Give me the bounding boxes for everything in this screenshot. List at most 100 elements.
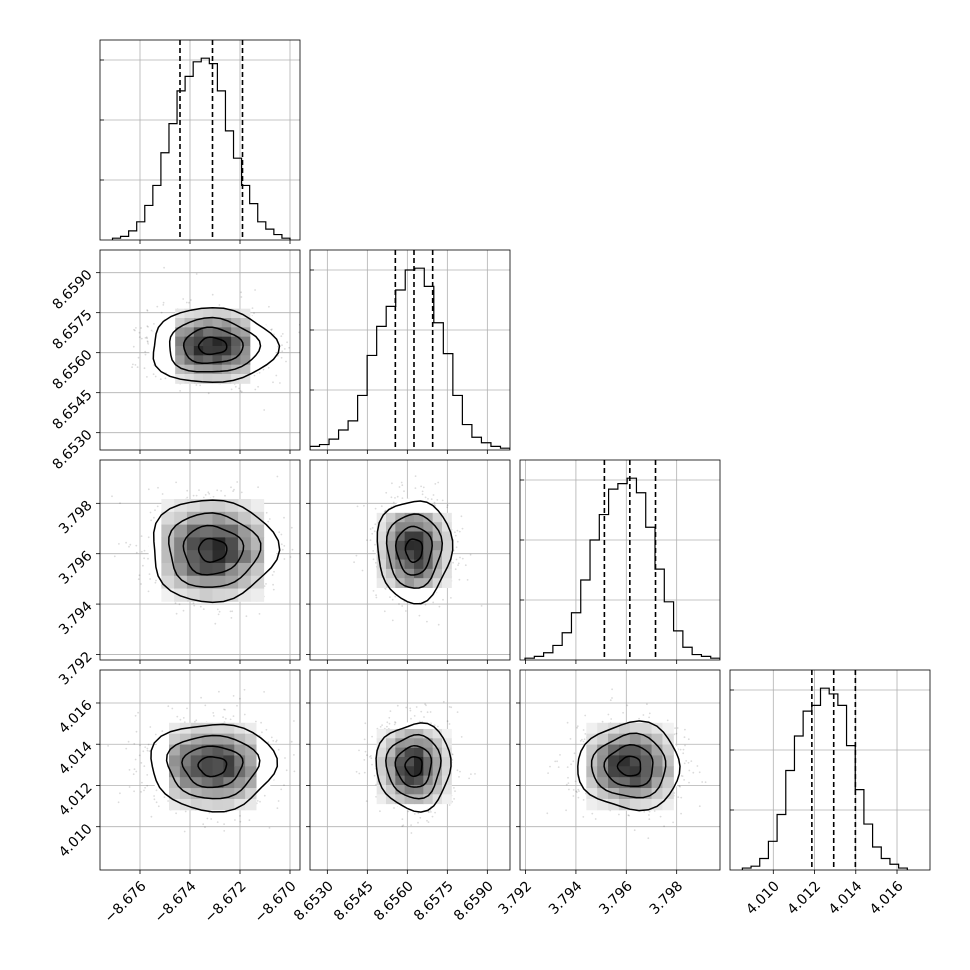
scatter-point [425,704,427,707]
scatter-point [185,301,188,304]
scatter-point [240,291,243,294]
histogram-step [524,477,720,660]
scatter-point [202,823,205,826]
scatter-point [161,493,164,495]
scatter-point [200,696,203,699]
density-cell [190,766,203,778]
density-cell [245,733,257,746]
scatter-point [231,610,234,613]
scatter-point [281,344,283,347]
density-cell [201,733,213,746]
scatter-point [268,827,271,829]
scatter-point [455,546,458,549]
scatter-point [293,770,296,773]
panel-content [310,460,510,660]
scatter-point [413,715,416,717]
scatter-point [236,481,239,483]
density-cell [432,578,443,589]
scatter-point [268,518,271,520]
scatter-point [280,356,283,359]
density-cell [414,559,424,570]
density-cell [223,798,235,811]
y-tick-label: 4.012 [56,780,96,820]
density-cell [212,766,224,778]
scatter-point [389,596,391,598]
scatter-point [162,304,165,306]
scatter-point [202,496,205,499]
density-cell [212,346,223,356]
density-cell [225,537,239,551]
density-cell [395,728,406,739]
scatter-point [301,547,303,549]
scatter-point [380,505,383,508]
scatter-point [281,333,284,335]
scatter-point [140,327,143,329]
scatter-point [418,720,421,723]
scatter-point [218,690,220,693]
density-cell [245,722,257,735]
scatter-point [434,483,437,485]
contour-level-0 [150,723,279,813]
density-cell [234,766,246,778]
scatter-point [256,800,259,802]
density-cell [234,722,246,735]
scatter-point [396,495,399,498]
density-cell [395,522,406,533]
density-cell [190,733,203,746]
scatter-point [223,830,226,832]
scatter-point [441,499,444,502]
scatter-point [155,789,158,792]
scatter-point [421,490,424,493]
scatter-point [401,818,404,821]
panel-frame [99,249,301,451]
scatter-point [195,384,198,386]
scatter-point [253,312,255,315]
density-cell [193,374,204,384]
density-cell [234,788,246,800]
scatter-point [392,501,395,504]
density-cell [386,531,396,542]
scatter-point [424,603,427,606]
panel-0-0 [99,39,301,244]
scatter-point [157,805,160,808]
scatter-point [461,527,464,530]
density-cell [174,562,188,577]
scatter-point [141,781,143,784]
scatter-point [388,722,391,725]
contour-level-2 [182,524,245,576]
density-cell [203,318,213,328]
scatter-point [240,390,243,393]
scatter-point [389,710,392,712]
scatter-point [150,519,153,522]
density-cell [395,775,406,786]
scatter-point [147,590,150,593]
scatter-point [280,543,283,546]
scatter-point [431,815,434,818]
density-cell [221,318,232,328]
scatter-point [424,496,427,499]
density-cell [414,578,424,589]
scatter-point [276,475,279,478]
scatter-point [186,489,189,492]
scatter-point [144,746,147,748]
density-cell [203,346,213,356]
scatter-point [306,370,308,372]
scatter-point [286,341,288,344]
density-cell [190,798,203,811]
density-cell [238,588,252,602]
scatter-point [261,731,263,734]
panel-content [100,250,308,450]
scatter-point [164,377,167,380]
scatter-point [208,492,211,495]
density-cell [231,327,241,338]
density-cell [168,733,181,746]
density-cell [161,511,175,526]
scatter-point [433,724,436,727]
density-cell [245,777,257,789]
x-tick-label: −8.672 [202,878,250,926]
scatter-point [146,309,149,312]
density-cell [199,575,213,590]
density-cell [432,522,443,533]
scatter-point [195,494,198,497]
scatter-point [190,299,192,301]
